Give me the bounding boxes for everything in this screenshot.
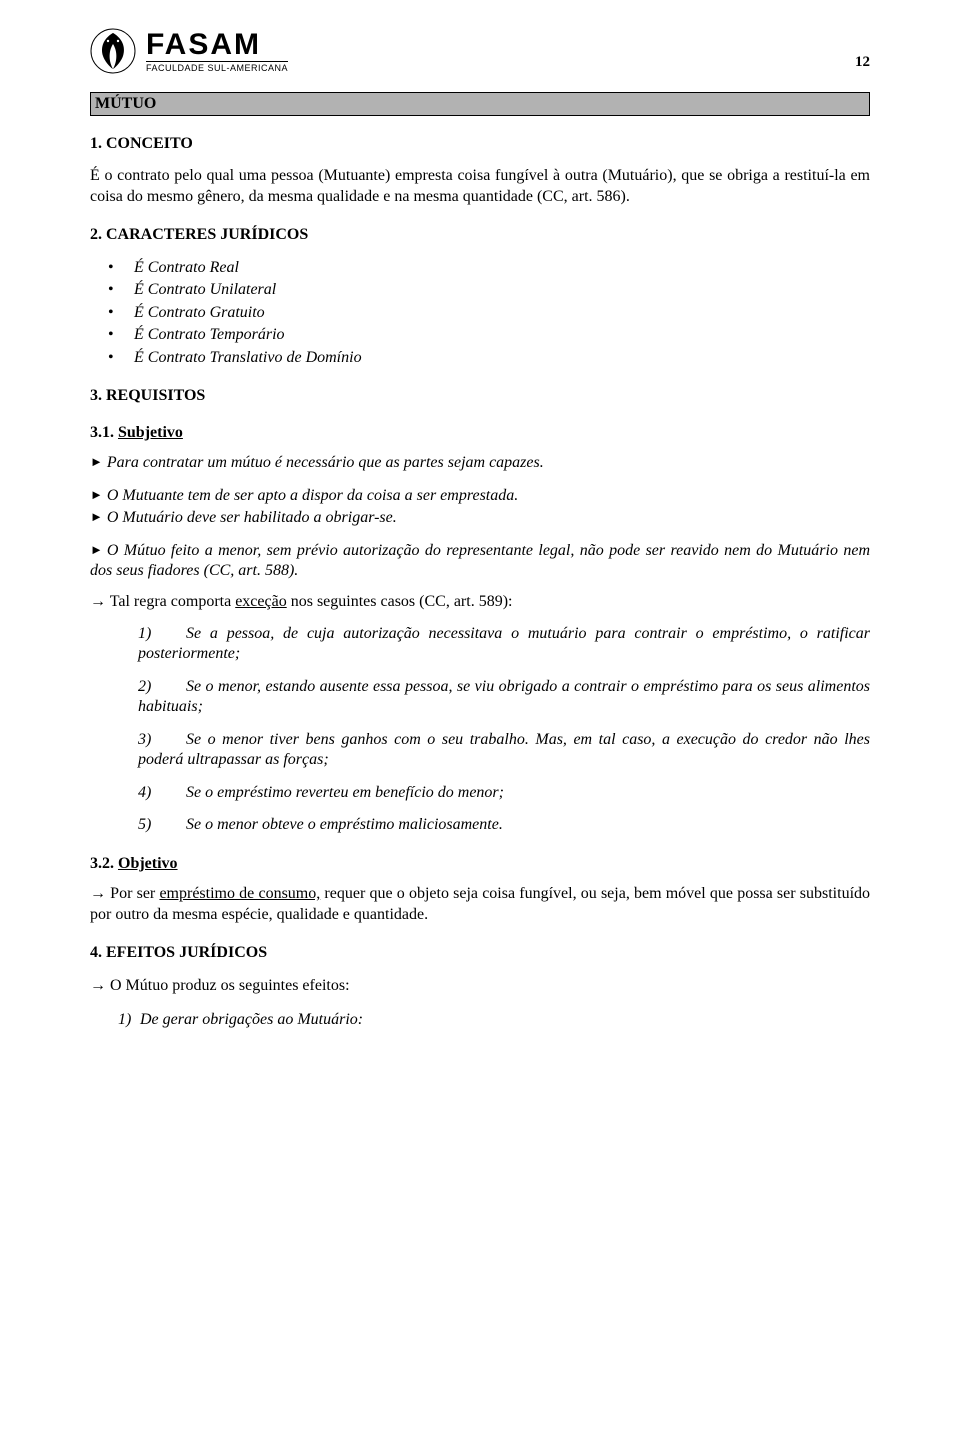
numbered-item: 5)Se o menor obteve o empréstimo malicio… xyxy=(138,815,870,835)
numbered-item: 4)Se o empréstimo reverteu em benefício … xyxy=(138,783,870,803)
para-objetivo: → Por ser empréstimo de consumo, requer … xyxy=(90,884,870,925)
document-body: 1. CONCEITO É o contrato pelo qual uma p… xyxy=(90,134,870,1031)
item-number: 1) xyxy=(138,624,186,644)
subhead-label: Subjetivo xyxy=(118,424,183,441)
list-item: É Contrato Gratuito xyxy=(134,303,870,323)
numbered-item: 3)Se o menor tiver bens ganhos com o seu… xyxy=(138,730,870,771)
item-text: Se o menor obteve o empréstimo maliciosa… xyxy=(186,816,503,833)
logo-sub-text: FACULDADE SUL-AMERICANA xyxy=(146,61,288,73)
page-number: 12 xyxy=(855,54,870,71)
item-text: De gerar obrigações ao Mutuário: xyxy=(140,1011,363,1028)
tri-item: Para contratar um mútuo é necessário que… xyxy=(90,453,870,473)
section-title-bar: MÚTUO xyxy=(90,92,870,116)
arrow-efeitos: → O Mútuo produz os seguintes efeitos: xyxy=(90,976,870,996)
heading-efeitos: 4. EFEITOS JURÍDICOS xyxy=(90,943,870,963)
arrow-exception: → Tal regra comporta exceção nos seguint… xyxy=(90,592,870,612)
item-number: 3) xyxy=(138,730,186,750)
tri-item: O Mútuo feito a menor, sem prévio autori… xyxy=(90,541,870,582)
item-number: 1) xyxy=(118,1010,140,1030)
subhead-num: 3.2. xyxy=(90,855,114,872)
numbered-item: 1)De gerar obrigações ao Mutuário: xyxy=(118,1010,870,1030)
tri-item: O Mutuante tem de ser apto a dispor da c… xyxy=(90,486,870,506)
item-text: Se o menor, estando ausente essa pessoa,… xyxy=(138,678,870,715)
subheading-objetivo: 3.2. Objetivo xyxy=(90,854,870,874)
item-text: Se a pessoa, de cuja autorização necessi… xyxy=(138,625,870,662)
heading-requisitos: 3. REQUISITOS xyxy=(90,386,870,406)
text-underline: exceção xyxy=(235,593,287,610)
tri-item: O Mutuário deve ser habilitado a obrigar… xyxy=(90,508,870,528)
item-number: 2) xyxy=(138,677,186,697)
logo-main-text: FASAM xyxy=(146,30,288,60)
heading-caracteres: 2. CARACTERES JURÍDICOS xyxy=(90,225,870,245)
subheading-subjetivo: 3.1. Subjetivo xyxy=(90,423,870,443)
logo: FASAM FACULDADE SUL-AMERICANA xyxy=(90,28,870,74)
para-conceito: É o contrato pelo qual uma pessoa (Mutua… xyxy=(90,166,870,207)
item-number: 4) xyxy=(138,783,186,803)
list-item: É Contrato Unilateral xyxy=(134,280,870,300)
text: → Tal regra comporta xyxy=(90,593,235,610)
numbered-item: 1)Se a pessoa, de cuja autorização neces… xyxy=(138,624,870,665)
list-item: É Contrato Real xyxy=(134,258,870,278)
list-item: É Contrato Translativo de Domínio xyxy=(134,348,870,368)
subhead-label: Objetivo xyxy=(118,855,178,872)
text: nos seguintes casos (CC, art. 589): xyxy=(287,593,513,610)
numbered-item: 2)Se o menor, estando ausente essa pesso… xyxy=(138,677,870,718)
list-item: É Contrato Temporário xyxy=(134,325,870,345)
text: → Por ser xyxy=(90,885,159,902)
item-number: 5) xyxy=(138,815,186,835)
caracteres-list: É Contrato Real É Contrato Unilateral É … xyxy=(134,258,870,368)
subhead-num: 3.1. xyxy=(90,424,114,441)
item-text: Se o menor tiver bens ganhos com o seu t… xyxy=(138,731,870,768)
text-underline: empréstimo de consumo, xyxy=(159,885,320,902)
item-text: Se o empréstimo reverteu em benefício do… xyxy=(186,784,504,801)
logo-emblem-icon xyxy=(90,28,136,74)
heading-conceito: 1. CONCEITO xyxy=(90,134,870,154)
